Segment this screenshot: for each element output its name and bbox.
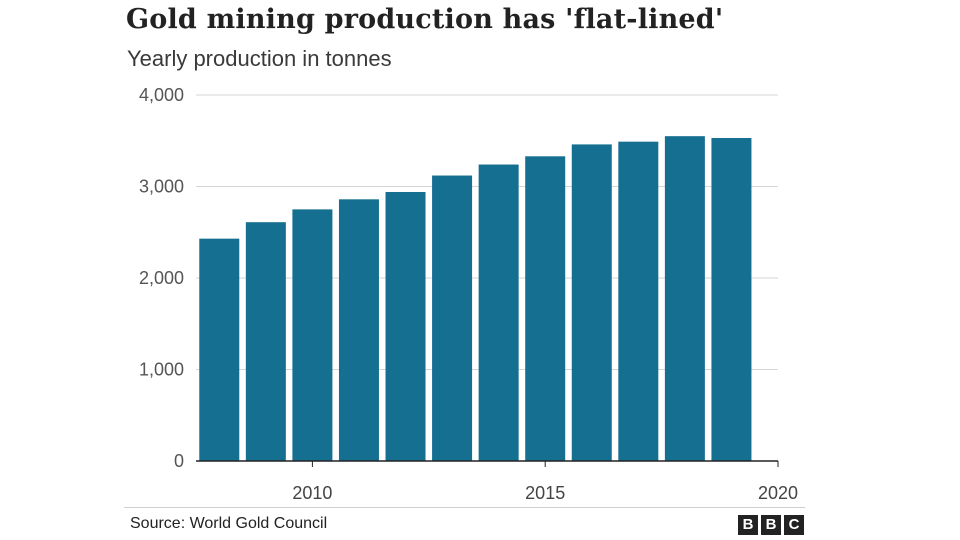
bar-2015 xyxy=(525,156,566,461)
bar-2019 xyxy=(711,138,752,461)
bar-2014 xyxy=(478,164,519,462)
bar-2008 xyxy=(199,238,240,461)
chart-subtitle: Yearly production in tonnes xyxy=(127,46,392,71)
source-note: Source: World Gold Council xyxy=(130,515,328,532)
y-tick-label: 3,000 xyxy=(139,177,184,197)
bbc-logo-letter-1: B xyxy=(738,515,758,535)
bar-2012 xyxy=(385,191,426,462)
x-axis-ticks: 2010 2015 2020 xyxy=(292,461,798,503)
y-tick-label: 1,000 xyxy=(139,360,184,380)
chart-title: Gold mining production has 'flat-lined' xyxy=(126,4,724,35)
footer-divider xyxy=(124,507,805,508)
bbc-logo: B B C xyxy=(738,515,804,535)
bar-2010 xyxy=(292,209,333,461)
x-tick-label: 2010 xyxy=(292,483,332,503)
bbc-logo-letter-3: C xyxy=(784,515,804,535)
y-tick-label: 2,000 xyxy=(139,268,184,288)
bars xyxy=(199,136,752,462)
x-tick-label: 2020 xyxy=(758,483,798,503)
bar-2009 xyxy=(245,222,286,461)
y-tick-label: 4,000 xyxy=(139,85,184,105)
x-tick-label: 2015 xyxy=(525,483,565,503)
bar-2011 xyxy=(338,199,379,461)
y-tick-label: 0 xyxy=(174,451,184,471)
bar-2016 xyxy=(571,144,612,461)
bar-2013 xyxy=(432,175,473,461)
bar-2018 xyxy=(664,136,705,462)
y-axis-ticks: 0 1,000 2,000 3,000 4,000 xyxy=(139,85,184,471)
bbc-logo-letter-2: B xyxy=(761,515,781,535)
bar-2017 xyxy=(618,141,659,462)
